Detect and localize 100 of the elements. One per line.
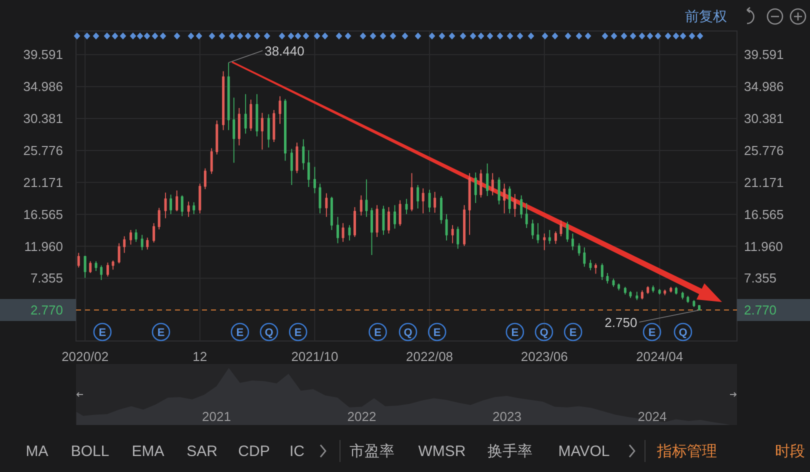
- ref-line-label: 2.770: [744, 302, 777, 318]
- y-tick-label: 7.355: [30, 270, 63, 286]
- candlestick: [480, 169, 482, 198]
- text: 2.770: [30, 302, 63, 318]
- annotation: 2.750: [604, 315, 638, 330]
- candlestick: [543, 233, 546, 251]
- candlestick: [451, 224, 454, 244]
- candlestick: [658, 288, 661, 295]
- y-tick-label: 25.776: [23, 142, 63, 158]
- candlestick: [405, 198, 408, 215]
- y2-tick-label: 11.960: [744, 238, 783, 254]
- candlestick: [624, 286, 626, 295]
- candlestick: [566, 221, 569, 242]
- candlestick: [232, 97, 236, 164]
- y2-tick-label: 30.381: [744, 111, 784, 126]
- annotation: E: [98, 327, 106, 339]
- candlestick: [468, 172, 471, 236]
- candlestick: [583, 246, 586, 268]
- candlestick: [640, 290, 644, 300]
- candlestick: [158, 207, 160, 230]
- x-tick-label: 2024: [638, 409, 667, 424]
- candlestick: [84, 255, 86, 278]
- annotation: Q: [404, 327, 413, 339]
- text: 前复权: [685, 8, 727, 24]
- y2-tick-label: 21.171: [744, 174, 784, 190]
- candlestick: [267, 114, 270, 148]
- candlestick: [456, 226, 460, 250]
- candlestick: [370, 207, 373, 256]
- candlestick: [594, 262, 597, 274]
- candlestick: [674, 286, 678, 295]
- candlestick: [554, 230, 557, 244]
- y-tick-label: 30.381: [23, 111, 63, 126]
- candlestick: [325, 192, 328, 218]
- y2-tick-label: 34.986: [744, 79, 784, 94]
- candlestick: [520, 194, 523, 219]
- candlestick: [578, 242, 580, 256]
- y-tick-label: 11.960: [24, 238, 63, 254]
- candlestick: [227, 62, 230, 131]
- candlestick: [474, 172, 477, 204]
- y2-tick-label: 7.355: [744, 270, 777, 286]
- candlestick: [210, 148, 213, 174]
- x-tick-label: 2022/08: [406, 349, 454, 364]
- candlestick: [77, 252, 80, 268]
- annotation: Q: [540, 327, 549, 339]
- candlestick: [238, 108, 240, 146]
- candlestick: [256, 94, 258, 137]
- candlestick: [498, 176, 500, 205]
- text: 市盈率: [350, 443, 394, 460]
- candlestick: [606, 272, 609, 284]
- candlestick: [394, 204, 396, 230]
- text: MAVOL: [558, 443, 610, 460]
- candlestick: [398, 200, 402, 226]
- candlestick: [170, 194, 172, 215]
- y2-tick-label: 25.776: [744, 142, 784, 158]
- candlestick: [198, 183, 202, 214]
- candlestick: [296, 142, 298, 174]
- candlestick: [445, 214, 448, 241]
- text: BOLL: [70, 443, 110, 460]
- candlestick: [536, 222, 540, 244]
- candlestick: [89, 260, 92, 274]
- candlestick: [216, 120, 218, 155]
- candlestick: [360, 194, 362, 216]
- text: MA: [26, 443, 48, 460]
- candlestick: [302, 138, 305, 170]
- candlestick: [118, 242, 120, 264]
- candlestick: [646, 286, 650, 294]
- candlestick: [290, 148, 293, 186]
- candlestick: [652, 285, 654, 293]
- y-tick-label: 39.591: [23, 47, 63, 62]
- candlestick: [204, 168, 206, 190]
- candlestick: [260, 112, 264, 150]
- text: SAR: [186, 443, 218, 460]
- candlestick: [180, 194, 184, 217]
- candlestick: [600, 262, 604, 280]
- candlestick: [681, 291, 684, 300]
- candlestick: [376, 204, 378, 238]
- candlestick: [140, 234, 144, 251]
- annotation: E: [511, 327, 519, 339]
- candlestick: [244, 94, 247, 134]
- candlestick: [278, 96, 282, 124]
- candlestick: [514, 194, 516, 218]
- candlestick: [636, 291, 638, 301]
- candlestick: [531, 219, 534, 240]
- candlestick: [686, 295, 690, 304]
- candlestick: [94, 260, 98, 272]
- text: IC: [290, 443, 305, 460]
- annotation: E: [648, 327, 656, 339]
- candlestick: [571, 233, 574, 251]
- text: WMSR: [418, 443, 466, 460]
- annotation: E: [294, 327, 302, 339]
- candlestick: [416, 184, 420, 209]
- annotation: E: [236, 327, 244, 339]
- candlestick: [365, 178, 368, 218]
- y-tick-label: 21.171: [23, 174, 63, 190]
- x-tick-label: 2022: [347, 409, 376, 424]
- x-tick-label: 2024/04: [636, 349, 684, 364]
- candlestick: [134, 228, 138, 242]
- x-tick-label: 2023: [492, 409, 522, 424]
- annotation: Q: [678, 327, 688, 339]
- annotation: E: [157, 327, 165, 339]
